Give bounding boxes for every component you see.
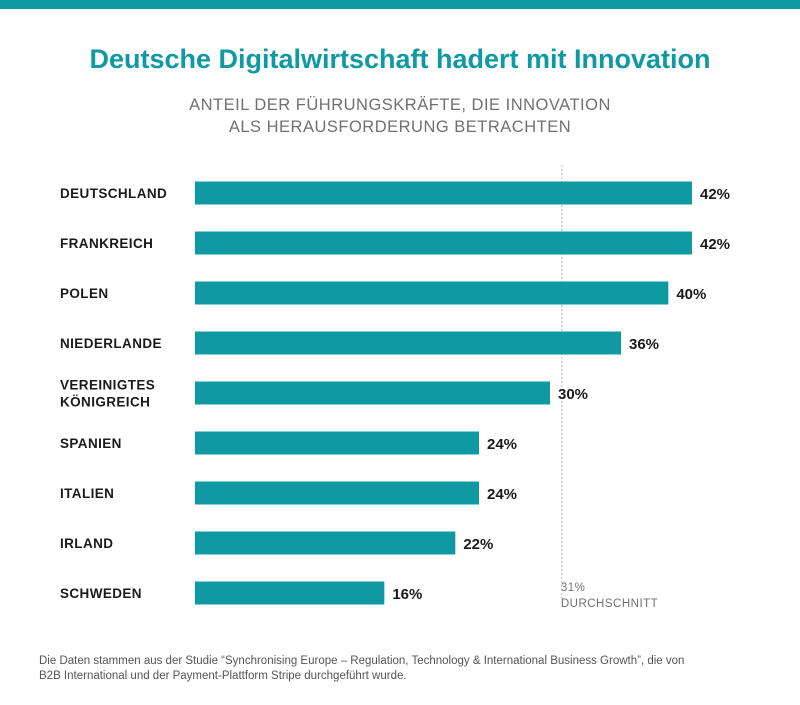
top-accent-bar <box>0 0 800 9</box>
category-label: VEREINIGTES <box>60 378 155 393</box>
bar <box>195 281 669 305</box>
category-label: KÖNIGREICH <box>60 395 150 410</box>
chart-subtitle: ANTEIL DER FÜHRUNGSKRÄFTE, DIE INNOVATIO… <box>0 94 800 138</box>
category-label: ITALIEN <box>60 486 114 501</box>
bar <box>195 431 479 455</box>
bar <box>195 331 621 355</box>
bar <box>195 181 692 205</box>
average-reference-label: DURCHSCHNITT <box>561 598 658 610</box>
subtitle-line: ANTEIL DER FÜHRUNGSKRÄFTE, DIE INNOVATIO… <box>189 96 611 114</box>
category-label: NIEDERLANDE <box>60 336 162 351</box>
value-label: 36% <box>629 336 659 353</box>
category-label: DEUTSCHLAND <box>60 186 167 201</box>
value-label: 42% <box>700 186 730 203</box>
category-label: IRLAND <box>60 536 113 551</box>
bar <box>195 231 692 255</box>
value-label: 22% <box>463 536 493 553</box>
value-label: 30% <box>558 386 588 403</box>
category-label: SPANIEN <box>60 436 122 451</box>
bar <box>195 381 550 405</box>
bar-chart: 31% DURCHSCHNITT DEUTSCHLAND 42% FRANKREICH 4… <box>60 165 730 610</box>
value-label: 24% <box>487 436 517 453</box>
bar <box>195 531 456 555</box>
source-footnote: Die Daten stammen aus der Studie “Synchr… <box>39 654 779 684</box>
subtitle-line: ALS HERAUSFORDERUNG BETRACHTEN <box>228 118 572 136</box>
bar <box>195 581 385 605</box>
average-reference-label: 31% <box>561 582 586 594</box>
category-label: FRANKREICH <box>60 236 153 251</box>
category-label: POLEN <box>60 286 109 301</box>
footnote-line: B2B International und der Payment-Plattf… <box>39 670 407 682</box>
value-label: 24% <box>487 486 517 503</box>
value-label: 42% <box>700 236 730 253</box>
chart-title: Deutsche Digitalwirtschaft hadert mit In… <box>89 44 711 74</box>
footnote-line: Die Daten stammen aus der Studie “Synchr… <box>39 655 685 667</box>
value-label: 40% <box>676 286 706 303</box>
bar <box>195 481 479 505</box>
category-label: SCHWEDEN <box>60 586 142 601</box>
value-label: 16% <box>392 586 422 603</box>
